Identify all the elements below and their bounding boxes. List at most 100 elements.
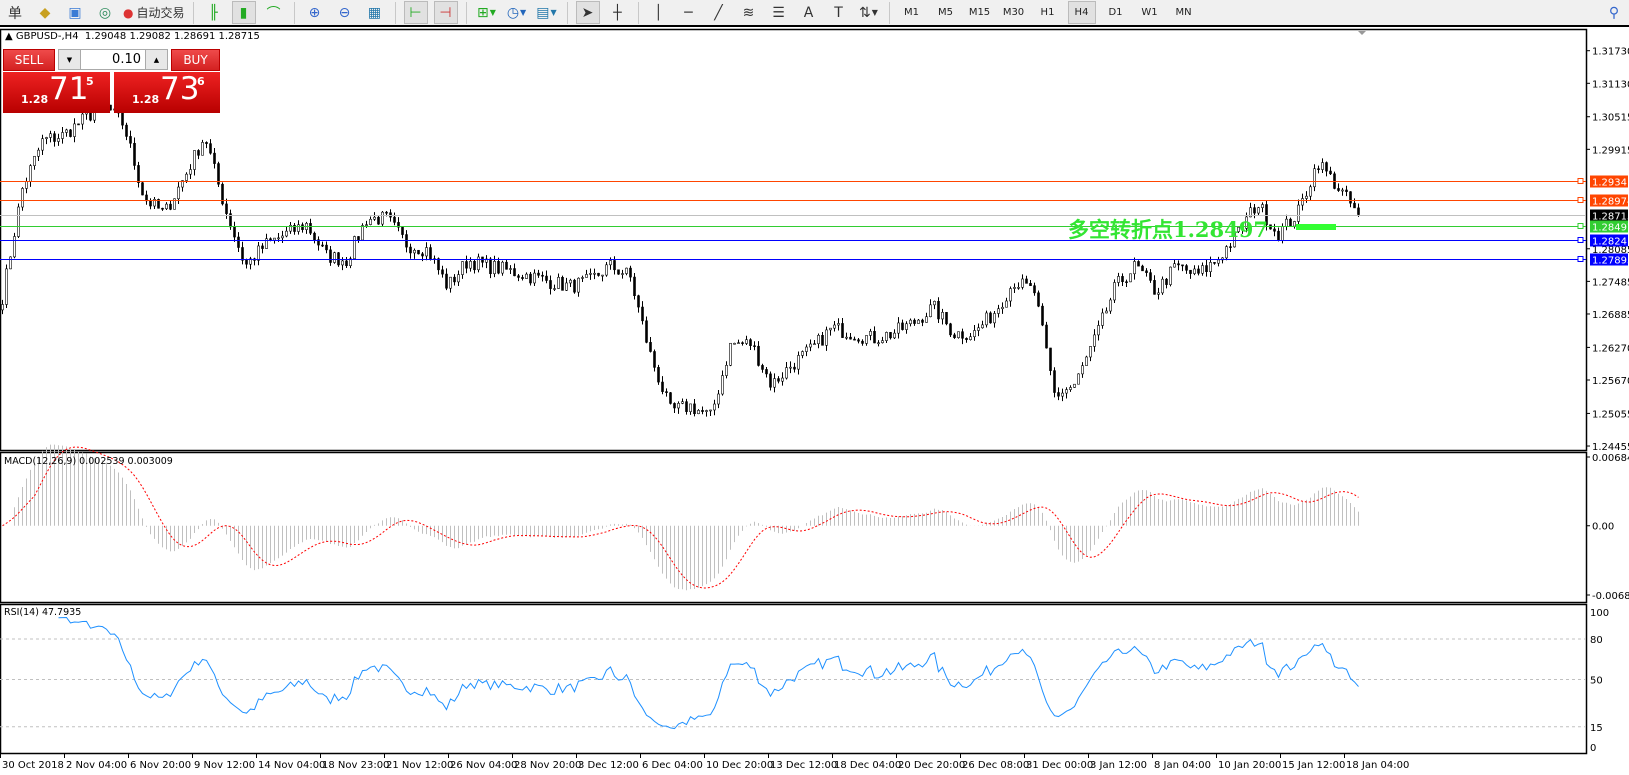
text-icon[interactable]: A (803, 4, 814, 21)
tile-windows-icon[interactable]: ▦ (367, 4, 382, 21)
price-tag (1590, 194, 1628, 207)
autotrade-button[interactable]: ● 自动交易 (123, 1, 185, 24)
bear-candle (753, 345, 756, 347)
bear-candle (945, 312, 948, 325)
rsi-label: 0 (1590, 743, 1596, 754)
time-label: 10 Jan 20:00 (1218, 760, 1281, 771)
lot-size-input[interactable]: 0.10 (112, 52, 141, 67)
bull-candle (929, 304, 932, 318)
menu-fragment[interactable]: 单 (8, 5, 22, 22)
zoom-in-icon[interactable]: ⊕ (308, 4, 321, 21)
timeframe-h4[interactable]: H4 (1067, 1, 1096, 24)
timeframe-d1[interactable]: D1 (1108, 7, 1123, 18)
bear-candle (597, 272, 600, 276)
periods-icon[interactable]: ◷ ▼ (506, 4, 527, 21)
timeframe-w1[interactable]: W1 (1141, 7, 1158, 18)
increase-lot-button[interactable]: ▲ (145, 50, 167, 69)
bull-candle (925, 316, 928, 323)
bar-chart-icon[interactable]: ╟ (209, 4, 218, 21)
lot-size-stepper[interactable]: ▼ 0.10 ▲ (58, 49, 168, 70)
chart-shift-icon[interactable]: ⊣ (433, 1, 458, 24)
crosshair-icon[interactable]: ┼ (613, 4, 622, 21)
line-chart-icon[interactable]: ⌒ (266, 5, 281, 22)
bear-candle (617, 269, 620, 275)
bear-candle (529, 273, 532, 284)
fibonacci-icon[interactable]: ≋ (742, 4, 755, 21)
bull-candle (1097, 325, 1100, 336)
bull-candle (265, 238, 268, 249)
bear-candle (389, 212, 392, 218)
autoscroll-icon[interactable]: ⊢ (403, 1, 428, 24)
timeframe-m15[interactable]: M15 (968, 7, 991, 18)
bear-candle (549, 280, 552, 289)
price-tag (1590, 220, 1628, 233)
bear-candle (989, 312, 992, 324)
bull-candle (73, 123, 76, 137)
gold-bars-icon[interactable]: ◆ (39, 4, 51, 21)
pivot-annotation: 多空转折点1.28497 (1068, 217, 1268, 242)
bear-candle (1317, 168, 1320, 171)
bear-candle (685, 401, 688, 412)
timeframe-m30[interactable]: M30 (1002, 7, 1025, 18)
rsi-label: 50 (1590, 676, 1603, 687)
bull-candle (425, 247, 428, 257)
buy-button[interactable]: BUY (171, 49, 220, 71)
text-label-icon[interactable]: T (834, 4, 843, 21)
one-click-trading-panel: SELL ▼ 0.10 ▲ BUY 1.28 71 5 1.28 73 6 (3, 49, 220, 113)
zoom-out-icon[interactable]: ⊖ (338, 4, 351, 21)
bear-candle (489, 258, 492, 275)
indicators-icon[interactable]: ⊞ ▼ (477, 4, 496, 21)
time-label: 2 Nov 04:00 (66, 760, 127, 771)
arrows-icon[interactable]: ⇅ ▼ (859, 4, 878, 21)
bull-candle (881, 340, 884, 344)
horizontal-line-icon[interactable]: ─ (684, 4, 693, 21)
timeframe-m1[interactable]: M1 (904, 7, 919, 18)
signal-icon[interactable]: ◎ (98, 4, 112, 21)
bull-candle (709, 409, 712, 412)
terminal-icon[interactable]: ▣ (68, 4, 82, 21)
fibo-fan-icon[interactable]: ☰ (772, 4, 785, 21)
bear-candle (949, 323, 952, 336)
templates-icon[interactable]: ▤ ▼ (536, 4, 557, 21)
line-handle (1577, 197, 1584, 203)
bull-candle (17, 206, 20, 237)
trendline-icon[interactable]: ╱ (714, 4, 723, 21)
sell-price-big: 71 (49, 71, 89, 107)
sell-price-button[interactable]: 1.28 71 5 (3, 71, 110, 113)
chart-shift-marker (1358, 31, 1366, 35)
search-icon[interactable]: ⚲ (1608, 4, 1620, 21)
bull-candle (713, 403, 716, 411)
decrease-lot-button[interactable]: ▼ (59, 50, 81, 69)
bull-candle (165, 203, 168, 210)
bear-candle (1049, 347, 1052, 371)
bear-candle (1045, 324, 1048, 349)
bear-candle (213, 152, 216, 164)
bull-candle (813, 343, 816, 346)
bull-candle (957, 331, 960, 338)
timeframe-h1[interactable]: H1 (1040, 7, 1055, 18)
bear-candle (701, 410, 704, 412)
time-label: 13 Dec 12:00 (770, 760, 837, 771)
bear-candle (1149, 272, 1152, 281)
timeframe-m5[interactable]: M5 (938, 7, 953, 18)
rsi-line (58, 616, 1359, 730)
bear-candle (169, 203, 172, 210)
bull-candle (277, 237, 280, 240)
bull-candle (705, 410, 708, 412)
bear-candle (409, 246, 412, 254)
separator (888, 1, 890, 24)
bull-candle (501, 261, 504, 274)
candlestick-icon[interactable]: ▮ (231, 1, 256, 24)
timeframe-mn[interactable]: MN (1175, 7, 1192, 18)
bear-candle (777, 378, 780, 382)
bull-candle (1321, 162, 1324, 170)
bear-candle (437, 258, 440, 271)
bull-candle (697, 410, 700, 415)
macd-label: 0.006844 (1592, 453, 1629, 464)
sell-button[interactable]: SELL (3, 49, 55, 71)
buy-price-button[interactable]: 1.28 73 6 (114, 71, 220, 113)
vertical-line-icon[interactable]: │ (654, 4, 663, 21)
bull-candle (981, 324, 984, 329)
cursor-icon[interactable]: ➤ (575, 1, 600, 24)
